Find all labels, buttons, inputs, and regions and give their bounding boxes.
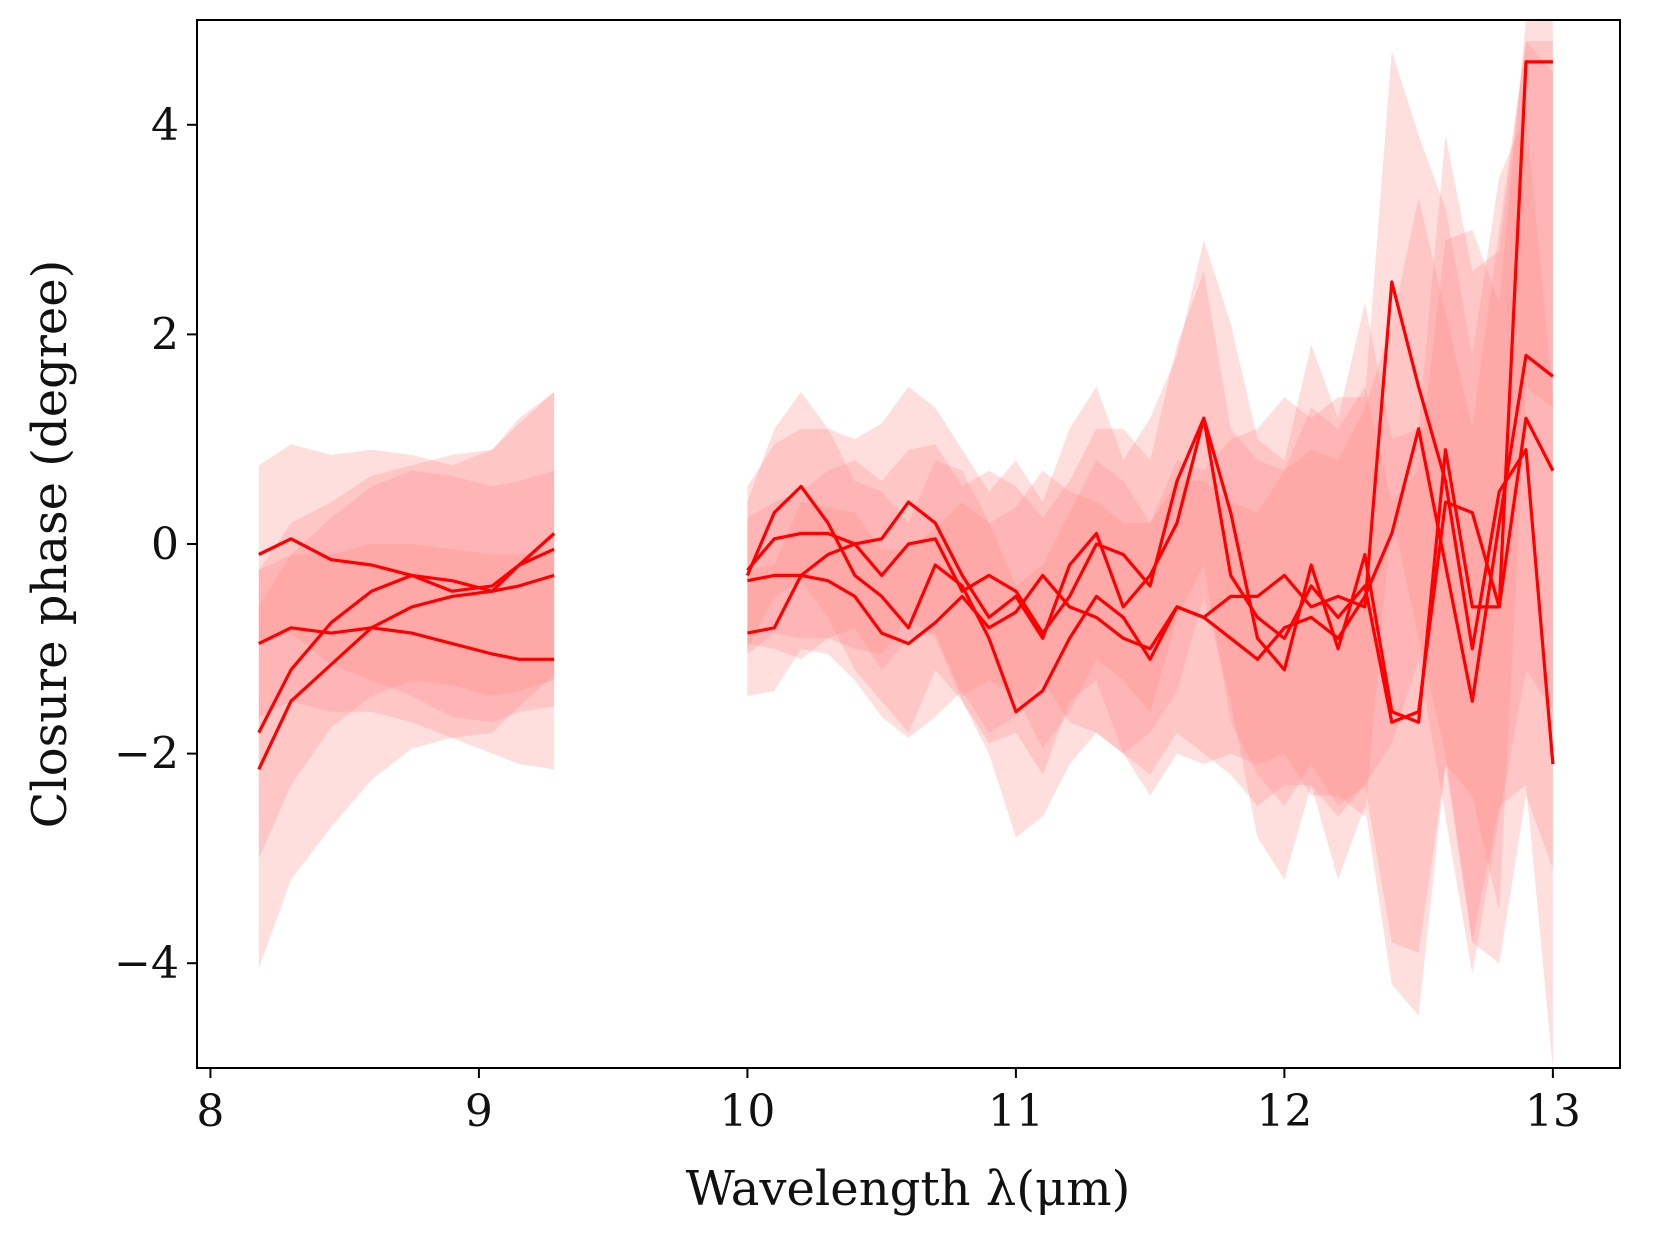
- y-tick-label: −2: [114, 729, 179, 780]
- line-series-4-segment-1: [257, 532, 556, 770]
- error-band-series-1-segment-1: [258, 392, 555, 723]
- y-tick-label: 0: [151, 519, 179, 570]
- error-band-series-1-segment-2: [747, 51, 1553, 1068]
- line-series-3-segment-1: [257, 573, 555, 734]
- error-band-series-3-segment-1: [258, 470, 555, 859]
- x-axis-ticks: 8 9 10 11 12 13: [196, 1068, 1581, 1137]
- y-axis-label: Closure phase (degree): [22, 260, 78, 829]
- x-tick-label: 10: [719, 1086, 775, 1137]
- y-tick-label: 2: [151, 309, 179, 360]
- x-tick-label: 13: [1525, 1086, 1581, 1137]
- y-tick-label: −4: [114, 938, 179, 989]
- line-series-2-segment-2: [747, 353, 1554, 703]
- x-tick-label: 11: [988, 1086, 1044, 1137]
- error-band-series-2-segment-2: [747, 41, 1553, 974]
- x-tick-label: 9: [465, 1086, 493, 1137]
- data-lines: [257, 60, 1555, 770]
- error-band-series-2-segment-1: [258, 544, 555, 770]
- error-band-series-4-segment-2: [747, 41, 1553, 1016]
- y-axis-ticks: −4 −2 0 2 4: [114, 100, 197, 989]
- x-tick-label: 12: [1256, 1086, 1312, 1137]
- error-band-series-4-segment-1: [258, 392, 555, 969]
- y-tick-label: 4: [151, 100, 179, 151]
- line-series-4-segment-2: [746, 416, 1555, 724]
- x-tick-label: 8: [196, 1086, 224, 1137]
- error-bands: [258, 20, 1553, 1068]
- x-axis-label: Wavelength λ(μm): [686, 1161, 1131, 1217]
- line-series-1-segment-2: [745, 280, 1555, 765]
- error-band-series-3-segment-2: [747, 20, 1553, 953]
- line-series-2-segment-1: [258, 626, 555, 661]
